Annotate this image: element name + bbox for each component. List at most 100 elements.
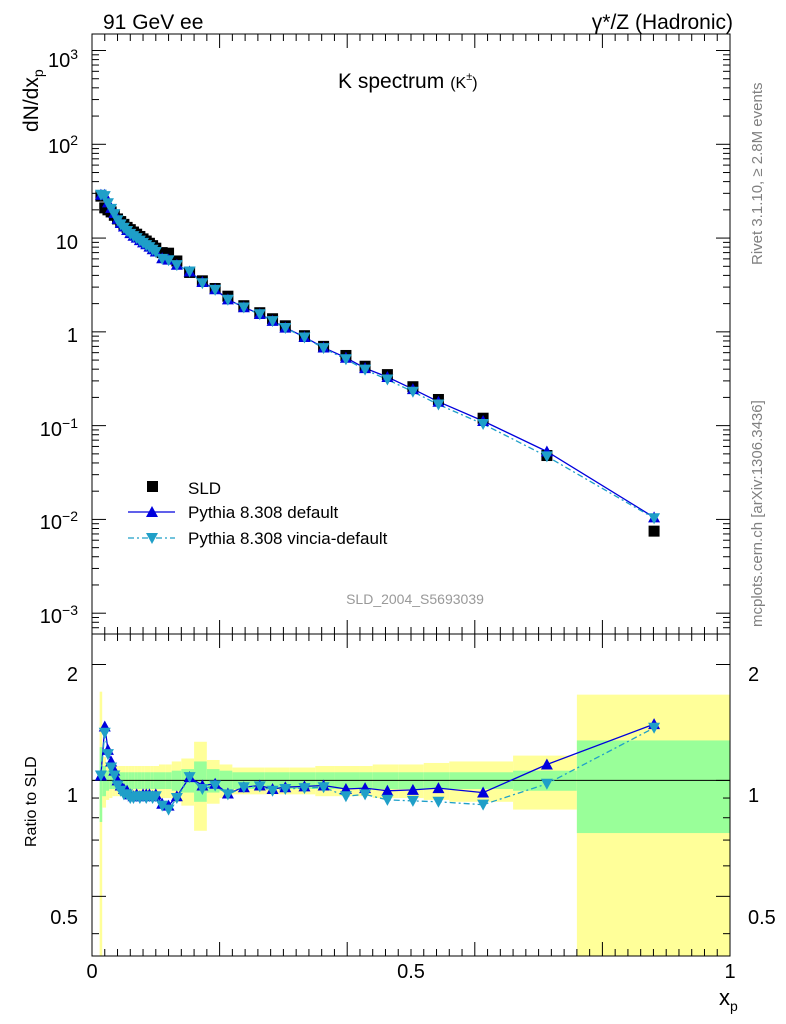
ratio-vincia-point bbox=[162, 804, 175, 816]
ratio-y-tick-1-right: 1 bbox=[748, 785, 759, 807]
series-line-vincia bbox=[100, 194, 655, 519]
legend-marker-sld bbox=[147, 481, 158, 492]
ratio-y-tick-0.5-left: 0.5 bbox=[50, 907, 78, 929]
y-tick-label-10: 10 bbox=[56, 232, 78, 254]
ratio-vincia-point bbox=[253, 781, 266, 793]
ratio-vincia-point bbox=[183, 772, 196, 784]
ratio-plot-ticks bbox=[91, 634, 731, 956]
ratio-vincia-point bbox=[149, 791, 162, 803]
ratio-vincia-point bbox=[196, 783, 209, 795]
x-tick-labels: 0 0.5 1 bbox=[86, 961, 735, 983]
ratio-band-inner bbox=[99, 747, 103, 822]
ratio-vincia-point bbox=[298, 783, 311, 795]
ratio-default-point bbox=[432, 782, 445, 794]
y-tick-label-0.01: 10−2 bbox=[40, 508, 78, 534]
vincia-data-point bbox=[339, 354, 352, 366]
ratio-vincia-point bbox=[221, 789, 234, 801]
legend-label-sld: SLD bbox=[188, 479, 221, 498]
ratio-y-tick-2-right: 2 bbox=[748, 664, 759, 686]
ratio-vincia-point bbox=[432, 796, 445, 808]
header-right: γ*/Z (Hadronic) bbox=[592, 11, 733, 34]
ratio-vincia-point bbox=[317, 782, 330, 794]
ratio-y-axis-label: Ratio to SLD bbox=[23, 756, 40, 847]
ratio-vincia-point bbox=[108, 770, 121, 782]
vincia-data-point bbox=[540, 451, 553, 463]
x-axis-label: xp bbox=[719, 985, 738, 1014]
main-plot-ticks bbox=[91, 34, 731, 635]
legend-marker-default bbox=[146, 506, 158, 517]
ratio-plot-series bbox=[94, 718, 661, 816]
x-tick-1: 1 bbox=[724, 961, 735, 983]
vincia-data-point bbox=[98, 191, 111, 203]
ratio-vincia-point bbox=[279, 783, 292, 795]
vincia-data-point bbox=[221, 294, 234, 306]
ratio-vincia-point bbox=[98, 727, 111, 739]
sld-data-point bbox=[648, 525, 660, 537]
vincia-data-point bbox=[149, 247, 162, 259]
ratio-default-point bbox=[477, 786, 490, 798]
legend-label-vincia: Pythia 8.308 vincia-default bbox=[188, 529, 388, 548]
vincia-data-point bbox=[253, 309, 266, 321]
series-line-default bbox=[100, 194, 655, 518]
ratio-vincia-point bbox=[540, 778, 553, 790]
vincia-data-point bbox=[432, 399, 445, 411]
ratio-y-tick-0.5-right: 0.5 bbox=[748, 907, 776, 929]
legend-marker-vincia bbox=[146, 533, 158, 544]
y-tick-label-100: 102 bbox=[48, 132, 78, 158]
vincia-data-point bbox=[101, 198, 114, 210]
vincia-data-point bbox=[406, 386, 419, 398]
ratio-vincia-point bbox=[339, 791, 352, 803]
ratio-default-point bbox=[381, 784, 394, 796]
ratio-y-tick-labels-right: 2 1 0.5 bbox=[748, 664, 776, 929]
legend: SLD Pythia 8.308 default Pythia 8.308 vi… bbox=[128, 479, 388, 548]
ratio-y-tick-labels-left: 2 1 0.5 bbox=[50, 664, 78, 929]
main-y-tick-labels: 103 102 10 1 10−1 10−2 10−3 bbox=[40, 46, 78, 628]
ratio-default-point bbox=[540, 758, 553, 770]
mcplots-note: mcplots.cern.ch [arXiv:1306.3436] bbox=[749, 400, 766, 627]
vincia-data-point bbox=[648, 513, 661, 525]
vincia-data-point bbox=[359, 364, 372, 376]
ratio-vincia-point bbox=[94, 770, 107, 782]
y-tick-label-0.1: 10−1 bbox=[40, 415, 78, 441]
ratio-vincia-point bbox=[105, 762, 118, 774]
ratio-band-inner bbox=[576, 740, 730, 834]
ratio-vincia-point bbox=[381, 794, 394, 806]
ratio-vincia-point bbox=[359, 789, 372, 801]
analysis-id: SLD_2004_S5693039 bbox=[346, 591, 484, 607]
y-tick-label-1000: 103 bbox=[48, 46, 78, 72]
vincia-data-point bbox=[196, 278, 209, 290]
main-plot-title: K spectrum (K±) bbox=[338, 70, 478, 93]
ratio-y-tick-2-left: 2 bbox=[67, 664, 78, 686]
main-y-axis-label: dN/dxp bbox=[20, 69, 46, 132]
ratio-vincia-point bbox=[170, 793, 183, 805]
ratio-band-outer bbox=[99, 691, 103, 956]
ratio-vincia-point bbox=[266, 785, 279, 797]
vincia-data-point bbox=[183, 266, 196, 278]
header-left: 91 GeV ee bbox=[103, 11, 203, 34]
vincia-data-point bbox=[162, 255, 175, 267]
main-plot-series bbox=[94, 188, 661, 537]
legend-label-default: Pythia 8.308 default bbox=[188, 503, 339, 522]
ratio-vincia-point bbox=[156, 800, 169, 812]
ratio-default-point bbox=[406, 783, 419, 795]
ratio-band-inner bbox=[102, 766, 107, 797]
vincia-data-point bbox=[209, 284, 222, 296]
y-tick-label-0.001: 10−3 bbox=[40, 602, 78, 628]
ratio-vincia-point bbox=[237, 782, 250, 794]
vincia-data-point bbox=[237, 302, 250, 314]
y-tick-label-1: 1 bbox=[67, 325, 78, 347]
ratio-y-tick-1-left: 1 bbox=[67, 785, 78, 807]
ratio-vincia-point bbox=[648, 722, 661, 734]
x-tick-0: 0 bbox=[86, 961, 97, 983]
ratio-vincia-point bbox=[101, 749, 114, 761]
ratio-vincia-point bbox=[477, 799, 490, 811]
vincia-data-point bbox=[381, 374, 394, 386]
vincia-data-point bbox=[317, 343, 330, 355]
vincia-data-point bbox=[279, 322, 292, 334]
ratio-vincia-point bbox=[406, 795, 419, 807]
sld-data-point bbox=[163, 247, 175, 259]
vincia-data-point bbox=[477, 419, 490, 431]
vincia-data-point bbox=[108, 209, 121, 221]
vincia-data-point bbox=[266, 316, 279, 328]
